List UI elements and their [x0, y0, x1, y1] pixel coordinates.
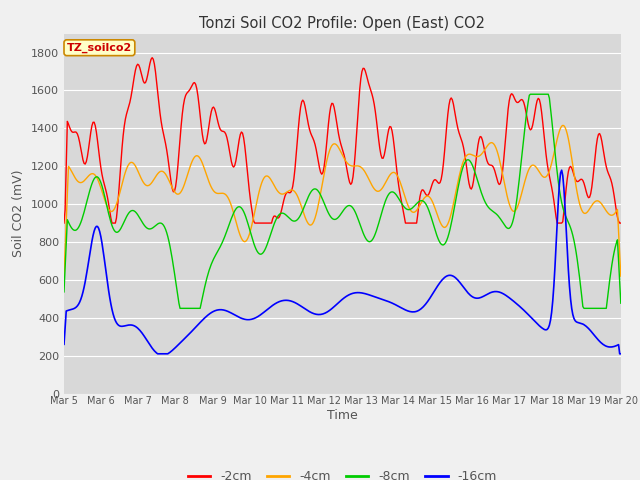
X-axis label: Time: Time — [327, 409, 358, 422]
Text: TZ_soilco2: TZ_soilco2 — [67, 43, 132, 53]
Title: Tonzi Soil CO2 Profile: Open (East) CO2: Tonzi Soil CO2 Profile: Open (East) CO2 — [200, 16, 485, 31]
Legend: -2cm, -4cm, -8cm, -16cm: -2cm, -4cm, -8cm, -16cm — [183, 465, 502, 480]
Y-axis label: Soil CO2 (mV): Soil CO2 (mV) — [12, 170, 26, 257]
